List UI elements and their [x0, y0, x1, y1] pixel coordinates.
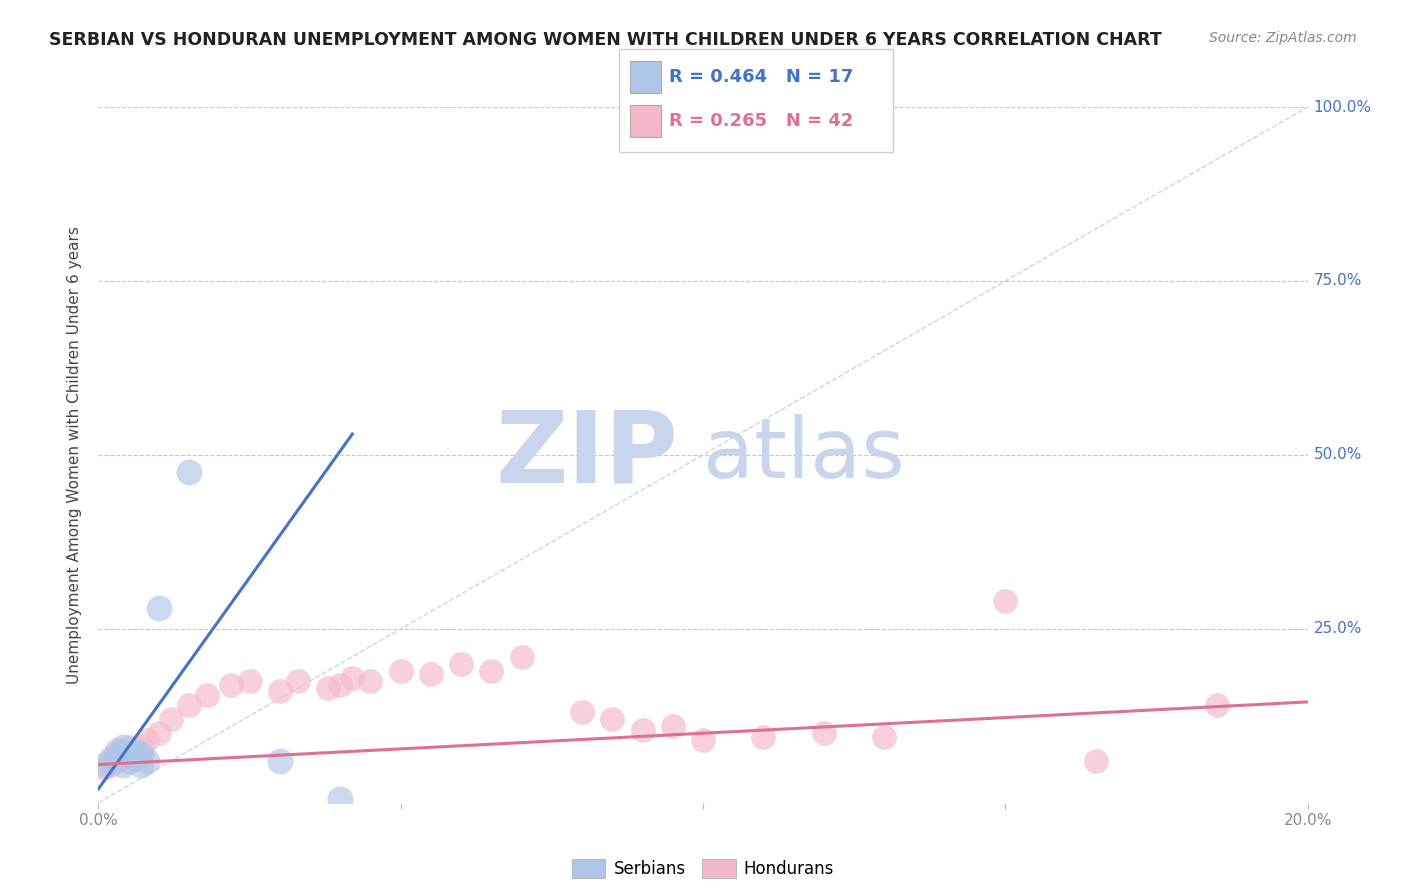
Point: [177, 466, 201, 480]
Point: [481, 664, 503, 678]
Text: 50.0%: 50.0%: [1313, 448, 1362, 462]
Point: [129, 750, 152, 764]
Point: [100, 757, 122, 772]
Point: [135, 733, 157, 747]
Point: [135, 754, 157, 768]
Text: ZIP: ZIP: [496, 407, 679, 503]
Point: [221, 677, 243, 691]
Point: [692, 733, 714, 747]
Point: [124, 744, 146, 758]
Text: 25.0%: 25.0%: [1313, 622, 1362, 636]
Point: [105, 747, 128, 761]
Point: [813, 726, 835, 740]
Point: [105, 750, 128, 764]
Point: [148, 601, 170, 615]
Point: [316, 681, 339, 695]
Text: atlas: atlas: [703, 415, 904, 495]
Point: [389, 664, 412, 678]
Point: [111, 744, 134, 758]
Point: [148, 726, 170, 740]
Text: SERBIAN VS HONDURAN UNEMPLOYMENT AMONG WOMEN WITH CHILDREN UNDER 6 YEARS CORRELA: SERBIAN VS HONDURAN UNEMPLOYMENT AMONG W…: [49, 31, 1161, 49]
Point: [118, 754, 141, 768]
Point: [111, 757, 134, 772]
Point: [124, 750, 146, 764]
Point: [100, 754, 122, 768]
Point: [1206, 698, 1229, 713]
Point: [118, 754, 141, 768]
Point: [602, 712, 624, 726]
Point: [100, 750, 122, 764]
Text: 75.0%: 75.0%: [1313, 274, 1362, 288]
Point: [93, 761, 115, 775]
Point: [287, 674, 309, 689]
Point: [329, 677, 352, 691]
Point: [124, 744, 146, 758]
Point: [661, 719, 683, 733]
Point: [195, 688, 218, 702]
Text: Source: ZipAtlas.com: Source: ZipAtlas.com: [1209, 31, 1357, 45]
Point: [360, 674, 382, 689]
Point: [329, 792, 352, 806]
Text: 100.0%: 100.0%: [1313, 100, 1372, 114]
Point: [118, 747, 141, 761]
Point: [129, 747, 152, 761]
Point: [177, 698, 201, 713]
Point: [994, 594, 1017, 608]
Point: [105, 744, 128, 758]
Point: [118, 740, 141, 755]
Point: [631, 723, 654, 737]
Point: [510, 649, 533, 664]
Point: [752, 730, 775, 744]
Point: [419, 667, 441, 681]
Point: [1085, 754, 1108, 768]
Point: [873, 730, 896, 744]
Point: [129, 740, 152, 755]
Point: [93, 757, 115, 772]
Point: [111, 740, 134, 755]
Point: [124, 747, 146, 761]
Point: [342, 671, 364, 685]
Point: [450, 657, 472, 671]
Point: [269, 754, 291, 768]
Y-axis label: Unemployment Among Women with Children Under 6 years: Unemployment Among Women with Children U…: [67, 226, 83, 684]
Point: [571, 706, 593, 720]
Legend: Serbians, Hondurans: Serbians, Hondurans: [565, 853, 841, 885]
Text: R = 0.464   N = 17: R = 0.464 N = 17: [669, 68, 853, 86]
Point: [129, 757, 152, 772]
Point: [105, 754, 128, 768]
Text: R = 0.265   N = 42: R = 0.265 N = 42: [669, 112, 853, 130]
Point: [160, 712, 183, 726]
Point: [239, 674, 262, 689]
Point: [111, 750, 134, 764]
Point: [269, 684, 291, 698]
